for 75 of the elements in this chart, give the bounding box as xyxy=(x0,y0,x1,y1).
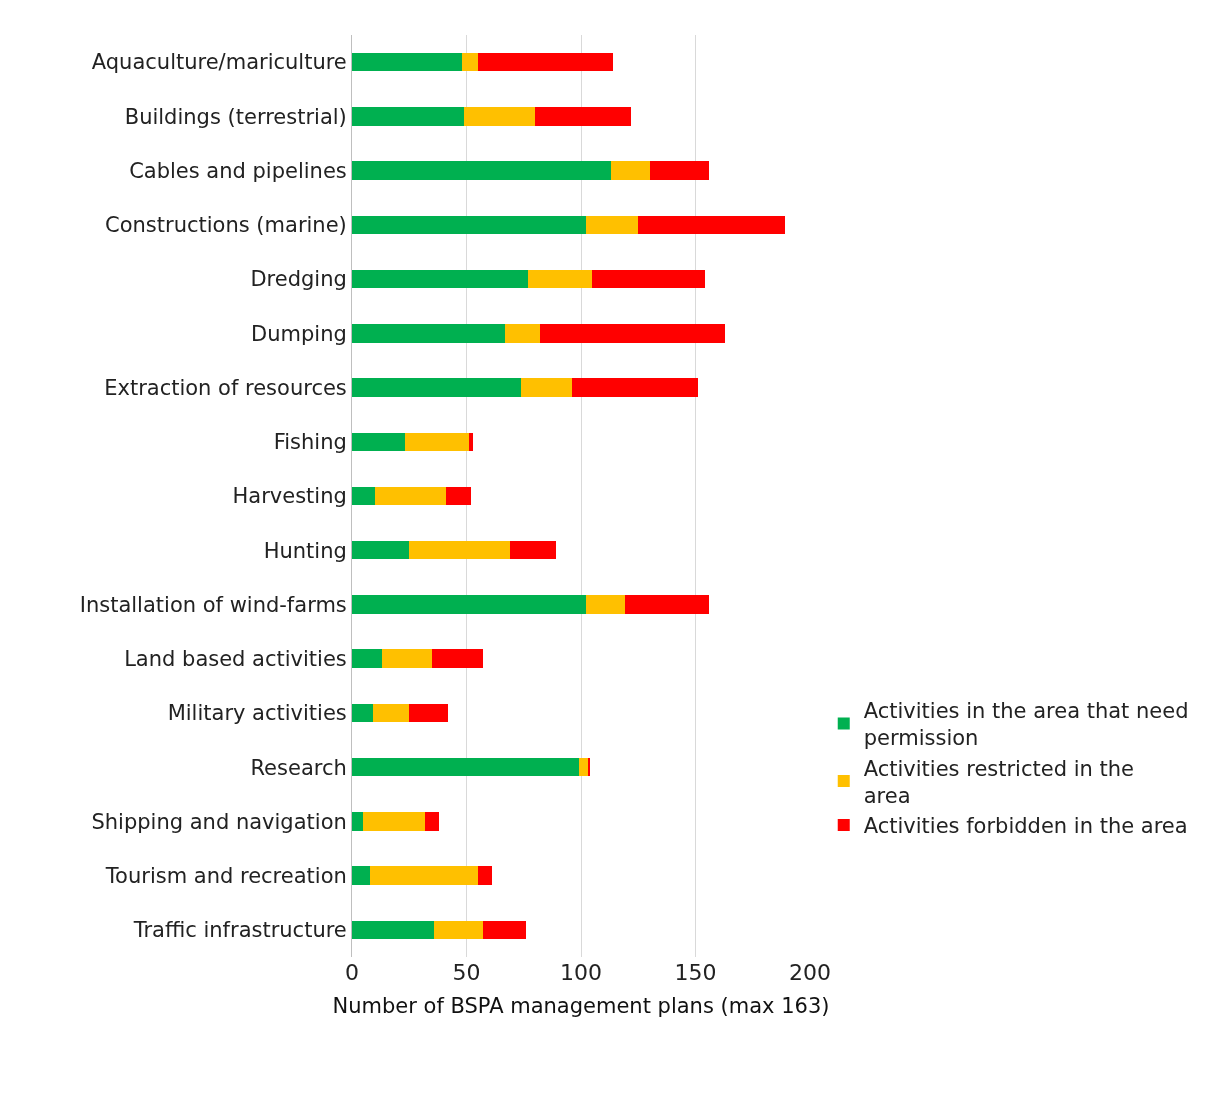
y-tick-label: Installation of wind-farms xyxy=(79,592,347,617)
x-tick-label: 150 xyxy=(674,960,717,985)
x-tick-label: 200 xyxy=(789,960,831,985)
y-tick-label: Constructions (marine) xyxy=(105,213,347,238)
bar xyxy=(445,486,472,506)
bar xyxy=(352,703,373,723)
bar xyxy=(610,161,650,180)
y-tick-label: Land based activities xyxy=(124,647,347,672)
y-tick-label: Traffic infrastructure xyxy=(132,918,347,943)
bar xyxy=(477,52,614,72)
bar xyxy=(352,920,435,940)
bar xyxy=(592,269,705,289)
bar xyxy=(510,541,556,560)
bar xyxy=(539,324,726,343)
bar xyxy=(352,649,382,668)
bar xyxy=(578,757,588,777)
bar xyxy=(464,107,536,126)
bar xyxy=(352,866,371,885)
bar xyxy=(363,812,426,831)
bar xyxy=(352,812,364,831)
bar xyxy=(352,432,405,451)
y-tick-label: Shipping and navigation xyxy=(91,809,347,834)
bar xyxy=(638,215,785,235)
bar xyxy=(461,52,478,72)
y-tick-label: Cables and pipelines xyxy=(129,158,347,183)
bar xyxy=(505,324,540,343)
bar xyxy=(352,215,586,235)
bar xyxy=(528,269,593,289)
bar xyxy=(535,107,632,126)
bar xyxy=(585,595,625,614)
bar xyxy=(482,920,527,940)
y-tick-label: Research xyxy=(250,755,347,780)
bar xyxy=(352,52,462,72)
bar xyxy=(649,161,710,180)
bar xyxy=(352,269,529,289)
bar xyxy=(624,595,710,614)
bar xyxy=(352,757,579,777)
bar xyxy=(352,486,375,506)
legend-label: Activities in the area that need permission xyxy=(863,698,1189,751)
bar xyxy=(352,161,611,180)
bar xyxy=(477,866,492,885)
x-axis-title: Number of BSPA management plans (max 163) xyxy=(332,994,830,1019)
y-tick-label: Harvesting xyxy=(232,484,347,509)
x-tick-label: 100 xyxy=(560,960,602,985)
y-tick-label: Dumping xyxy=(251,321,347,346)
bar xyxy=(585,215,639,235)
y-tick-label: Military activities xyxy=(167,701,347,726)
bar xyxy=(571,378,698,397)
y-tick-label: Buildings (terrestrial) xyxy=(124,104,347,129)
y-tick-label: Hunting xyxy=(263,538,347,563)
y-tick-label: Tourism and recreation xyxy=(104,864,347,888)
bar xyxy=(432,649,483,668)
bar xyxy=(409,541,511,560)
bar xyxy=(409,703,449,723)
bar xyxy=(352,595,586,614)
y-tick-label: Fishing xyxy=(273,430,347,455)
bar xyxy=(370,866,478,885)
bar xyxy=(404,432,469,451)
x-tick-label: 0 xyxy=(345,960,359,985)
legend-label: Activities restricted in the area xyxy=(863,756,1134,808)
bar xyxy=(372,703,410,723)
y-tick-label: Extraction of resources xyxy=(104,375,347,400)
bar xyxy=(381,649,433,668)
bar xyxy=(374,486,446,506)
y-tick-label: Aquaculture/mariculture xyxy=(91,50,347,75)
bar xyxy=(352,541,410,560)
bar xyxy=(352,378,522,397)
legend-label: Activities forbidden in the area xyxy=(863,814,1188,839)
bar xyxy=(521,378,572,397)
bar xyxy=(352,107,465,126)
x-tick-label: 50 xyxy=(452,960,481,985)
y-tick-label: Dredging xyxy=(250,267,347,292)
bar xyxy=(425,812,440,831)
bar xyxy=(352,324,506,343)
bar xyxy=(434,920,483,940)
